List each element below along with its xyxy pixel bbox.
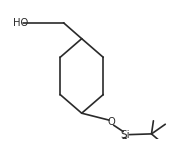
Text: HO: HO [13,18,28,28]
Text: O: O [107,117,115,127]
Text: Si: Si [121,130,131,140]
